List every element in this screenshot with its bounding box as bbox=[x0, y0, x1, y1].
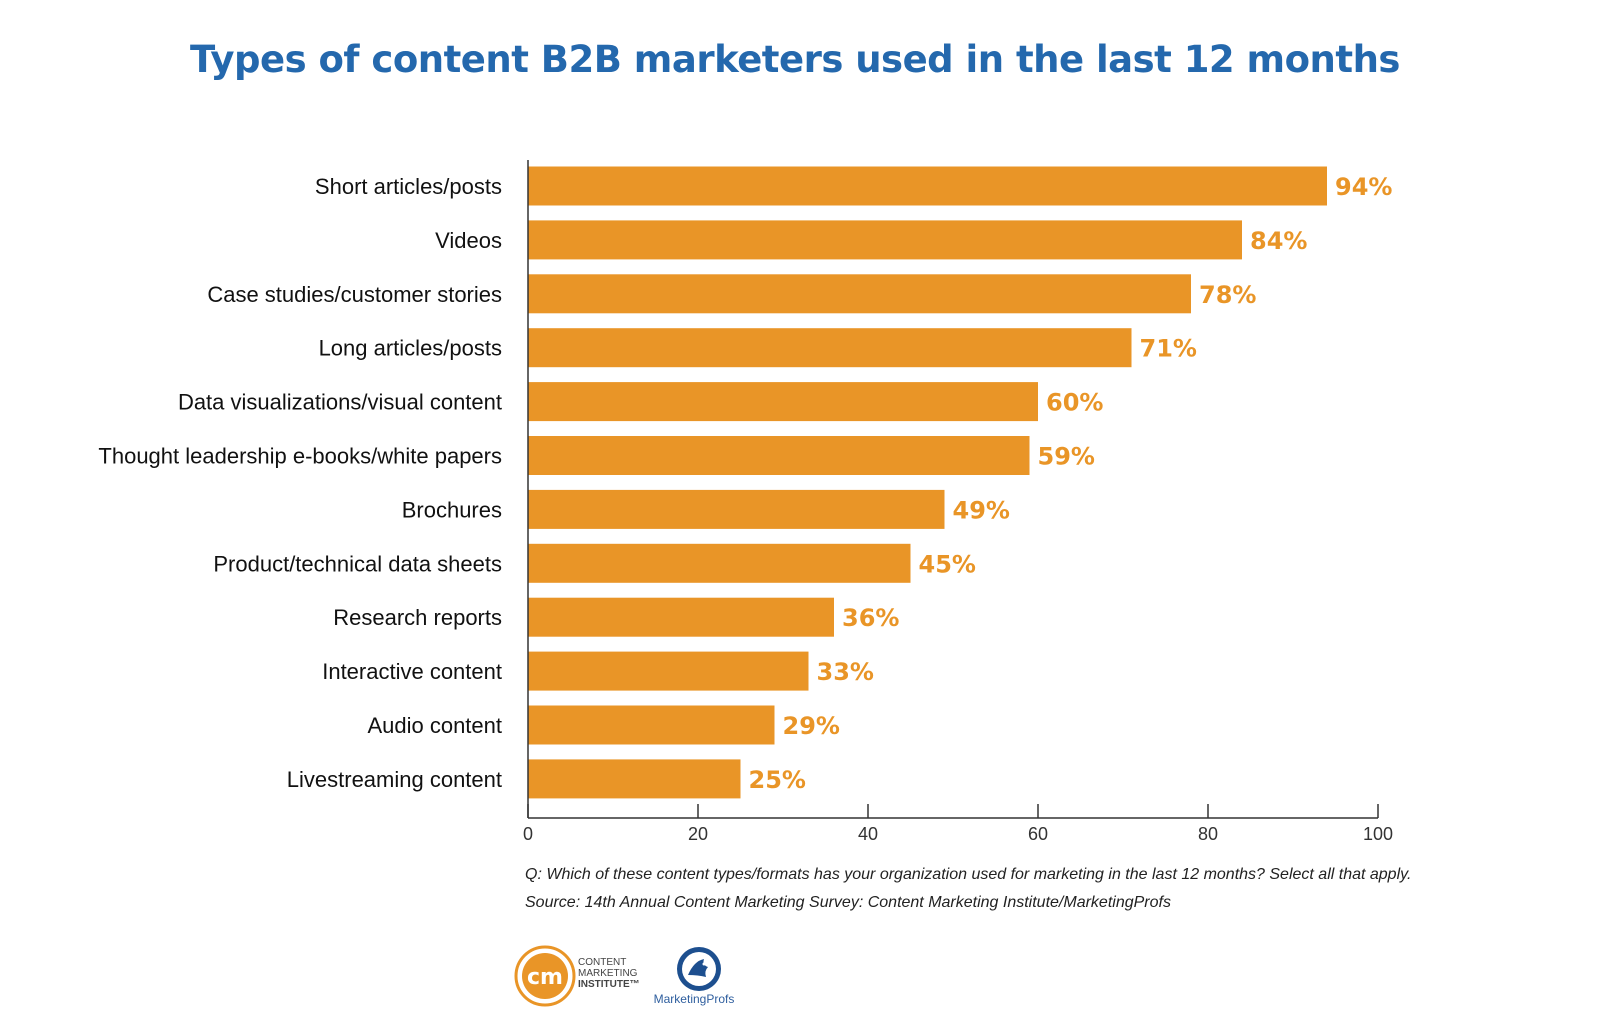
x-tick-label: 40 bbox=[858, 824, 878, 844]
bar-3 bbox=[528, 328, 1132, 368]
bar-9 bbox=[528, 651, 809, 691]
survey-question-note: Q: Which of these content types/formats … bbox=[525, 866, 1412, 883]
bar-11 bbox=[528, 759, 741, 799]
cmi-line-1: CONTENT bbox=[578, 957, 627, 968]
marketingprofs-logo-text: MarketingProfs bbox=[653, 992, 735, 1006]
data-label: 84% bbox=[1250, 227, 1307, 255]
data-label: 45% bbox=[919, 550, 976, 578]
chart-title: Types of content B2B marketers used in t… bbox=[190, 38, 1400, 81]
cmi-line-3: INSTITUTE™ bbox=[578, 979, 640, 990]
category-label: Product/technical data sheets bbox=[213, 551, 502, 576]
x-tick-label: 80 bbox=[1198, 824, 1218, 844]
data-label: 25% bbox=[749, 766, 806, 794]
bar-chart: Short articles/posts 94% Videos 84% Case stu… bbox=[98, 160, 1393, 844]
data-label: 29% bbox=[783, 712, 840, 740]
category-label: Research reports bbox=[333, 605, 502, 630]
category-label: Data visualizations/visual content bbox=[178, 390, 502, 415]
bar-1 bbox=[528, 220, 1242, 260]
bar-8 bbox=[528, 597, 834, 637]
category-label: Short articles/posts bbox=[315, 174, 502, 199]
category-label: Long articles/posts bbox=[319, 336, 502, 361]
category-label: Livestreaming content bbox=[287, 767, 502, 792]
cmi-logo-text: CONTENT MARKETING INSTITUTE™ bbox=[578, 957, 648, 990]
category-label: Brochures bbox=[402, 497, 502, 522]
cmi-logo-icon: cm bbox=[514, 945, 576, 1007]
bar-2 bbox=[528, 274, 1191, 314]
bar-6 bbox=[528, 489, 945, 529]
data-label: 36% bbox=[842, 604, 899, 632]
bar-5 bbox=[528, 436, 1030, 475]
category-label: Case studies/customer stories bbox=[207, 282, 502, 307]
bar-7 bbox=[528, 543, 911, 583]
data-label: 59% bbox=[1038, 443, 1095, 471]
cmi-line-2: MARKETING bbox=[578, 968, 638, 979]
cmi-logo-mark: cm bbox=[527, 965, 563, 990]
bar-4 bbox=[528, 382, 1038, 422]
x-tick-label: 20 bbox=[688, 824, 708, 844]
category-label: Audio content bbox=[367, 713, 502, 738]
x-tick-label: 100 bbox=[1363, 824, 1393, 844]
marketingprofs-logo-icon bbox=[677, 947, 721, 991]
category-label: Videos bbox=[435, 228, 502, 253]
data-label: 60% bbox=[1046, 389, 1103, 417]
category-label: Thought leadership e-books/white papers bbox=[98, 444, 502, 469]
x-tick-label: 0 bbox=[523, 824, 533, 844]
data-label: 71% bbox=[1140, 335, 1197, 363]
bar-10 bbox=[528, 705, 775, 745]
data-label: 49% bbox=[953, 496, 1010, 524]
x-tick-label: 60 bbox=[1028, 824, 1048, 844]
data-label: 94% bbox=[1335, 173, 1392, 201]
data-label: 33% bbox=[817, 658, 874, 686]
data-label: 78% bbox=[1199, 281, 1256, 309]
category-label: Interactive content bbox=[322, 659, 502, 684]
source-note: Source: 14th Annual Content Marketing Su… bbox=[525, 894, 1171, 911]
bar-0 bbox=[528, 166, 1327, 206]
logos: cm CONTENT MARKETING INSTITUTE™ Marketin… bbox=[514, 945, 744, 1007]
